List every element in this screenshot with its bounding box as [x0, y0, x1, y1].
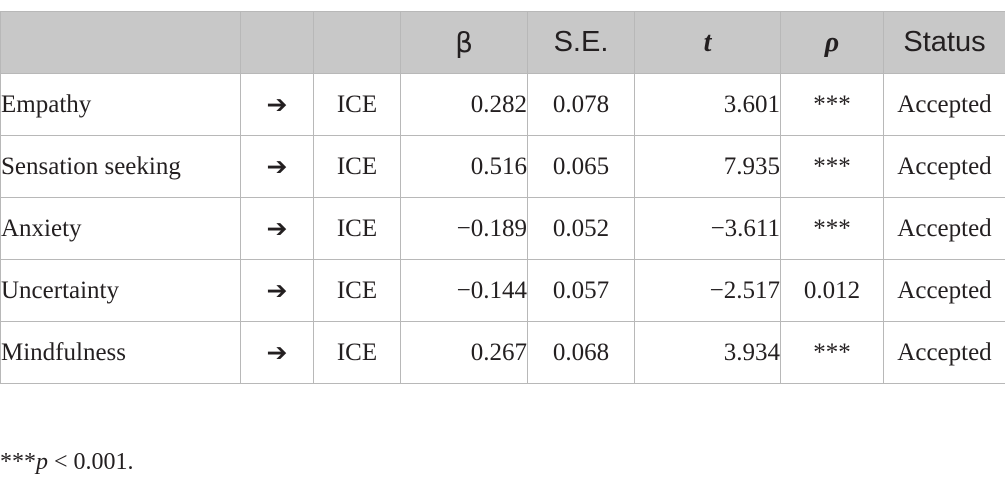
cell-outcome: ICE [313, 73, 401, 136]
header-p: ρ [780, 11, 884, 74]
cell-predictor: Anxiety [0, 197, 241, 260]
footnote-condition: < 0.001. [48, 449, 134, 475]
cell-t: −3.611 [634, 197, 781, 260]
cell-predictor: Empathy [0, 73, 241, 136]
header-outcome [313, 11, 401, 74]
cell-beta: 0.516 [400, 135, 528, 198]
header-t: t [634, 11, 781, 74]
cell-status: Accepted [883, 135, 1005, 198]
table-header: β S.E. t ρ Status [0, 11, 1005, 74]
cell-status: Accepted [883, 259, 1005, 322]
cell-se: 0.078 [527, 73, 635, 136]
cell-outcome: ICE [313, 321, 401, 384]
cell-predictor: Sensation seeking [0, 135, 241, 198]
cell-p: *** [780, 321, 884, 384]
footnote-marker: *** [0, 449, 36, 475]
cell-p: 0.012 [780, 259, 884, 322]
cell-status: Accepted [883, 73, 1005, 136]
cell-t: 7.935 [634, 135, 781, 198]
footnote-symbol: p [36, 449, 48, 475]
table-row: Empathy ➔ ICE 0.282 0.078 3.601 *** Acce… [0, 73, 1005, 136]
arrow-icon: ➔ [240, 197, 314, 260]
cell-status: Accepted [883, 321, 1005, 384]
cell-p: *** [780, 197, 884, 260]
arrow-icon: ➔ [240, 321, 314, 384]
table-row: Sensation seeking ➔ ICE 0.516 0.065 7.93… [0, 135, 1005, 198]
cell-predictor: Mindfulness [0, 321, 241, 384]
cell-beta: −0.189 [400, 197, 528, 260]
cell-predictor: Uncertainty [0, 259, 241, 322]
results-table: β S.E. t ρ Status Empathy ➔ ICE 0.282 0.… [0, 11, 1005, 384]
cell-p: *** [780, 73, 884, 136]
cell-se: 0.065 [527, 135, 635, 198]
cell-status: Accepted [883, 197, 1005, 260]
cell-se: 0.057 [527, 259, 635, 322]
arrow-icon: ➔ [240, 259, 314, 322]
arrow-icon: ➔ [240, 135, 314, 198]
cell-outcome: ICE [313, 197, 401, 260]
cell-beta: 0.267 [400, 321, 528, 384]
header-predictor [0, 11, 241, 74]
header-arrow [240, 11, 314, 74]
table-row: Mindfulness ➔ ICE 0.267 0.068 3.934 *** … [0, 321, 1005, 384]
arrow-icon: ➔ [240, 73, 314, 136]
header-beta: β [400, 11, 528, 74]
header-se: S.E. [527, 11, 635, 74]
header-status: Status [883, 11, 1005, 74]
cell-se: 0.068 [527, 321, 635, 384]
cell-t: 3.601 [634, 73, 781, 136]
cell-t: −2.517 [634, 259, 781, 322]
table-row: Uncertainty ➔ ICE −0.144 0.057 −2.517 0.… [0, 259, 1005, 322]
cell-outcome: ICE [313, 135, 401, 198]
table-body: Empathy ➔ ICE 0.282 0.078 3.601 *** Acce… [0, 73, 1005, 384]
cell-beta: −0.144 [400, 259, 528, 322]
cell-p: *** [780, 135, 884, 198]
table-row: Anxiety ➔ ICE −0.189 0.052 −3.611 *** Ac… [0, 197, 1005, 260]
cell-t: 3.934 [634, 321, 781, 384]
cell-se: 0.052 [527, 197, 635, 260]
cell-outcome: ICE [313, 259, 401, 322]
cell-beta: 0.282 [400, 73, 528, 136]
table-footnote: ***p < 0.001. [0, 448, 134, 476]
header-row: β S.E. t ρ Status [0, 11, 1005, 74]
